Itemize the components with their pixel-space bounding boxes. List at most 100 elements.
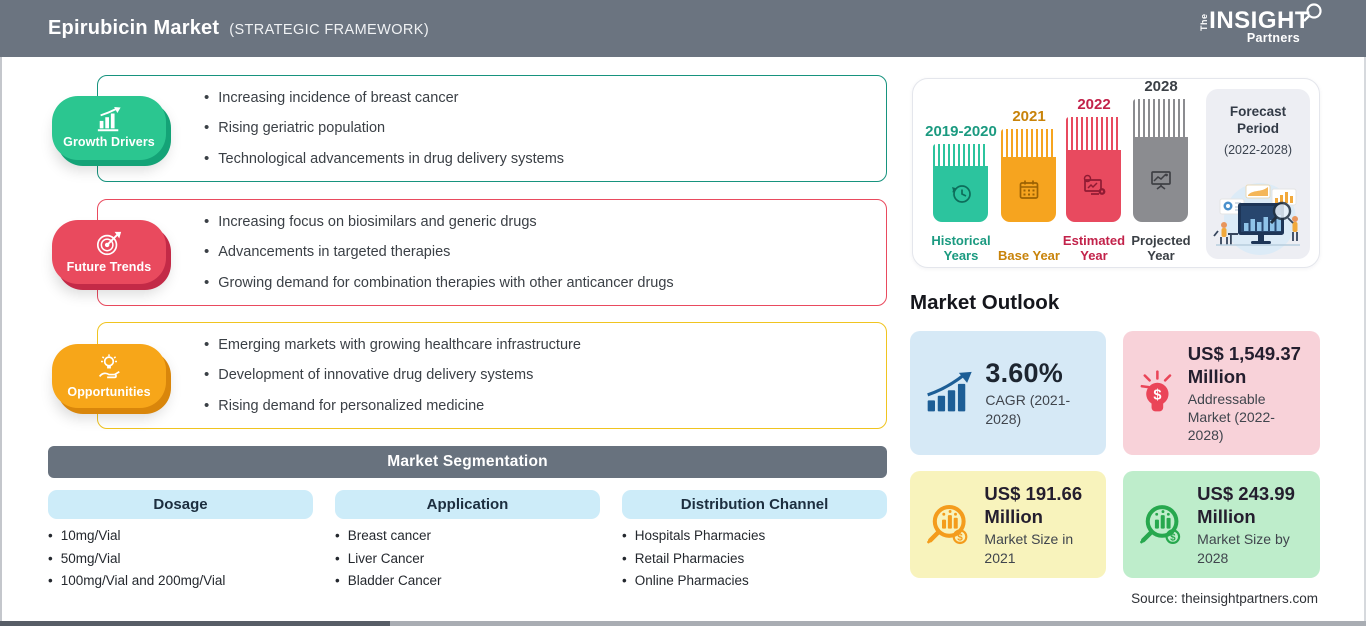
badge-label: Opportunities	[67, 385, 151, 399]
future-trends-badge: Future Trends	[52, 220, 166, 284]
page-subtitle: (STRATEGIC FRAMEWORK)	[229, 22, 430, 38]
badge-label: Growth Drivers	[63, 135, 155, 149]
monitor-gear-icon	[1083, 174, 1105, 195]
insight-partners-logo: The INSIGHT Partners	[1199, 3, 1322, 45]
card-text: US$ 243.99 Million Market Size by 2028	[1197, 482, 1310, 567]
forecast-period-range: (2022-2028)	[1223, 142, 1293, 157]
growth-drivers-box: Increasing incidence of breast cancer Ri…	[97, 75, 887, 182]
analytics-illustration	[1213, 183, 1300, 255]
svg-text:$: $	[1170, 532, 1176, 543]
list-item: 50mg/Vial	[48, 551, 313, 567]
market-size-2021-card: $ US$ 191.66 Million Market Size in 2021	[910, 471, 1106, 578]
timeline-year-label: 2021	[1012, 108, 1046, 125]
timeline-bar-historical: 2019-2020 Historical Years	[921, 79, 1001, 267]
segmentation-column-dosage: Dosage 10mg/Vial 50mg/Vial 100mg/Vial an…	[48, 490, 313, 590]
dollar-bulb-icon: $	[1140, 370, 1172, 412]
market-size-2028-value: US$ 243.99 Million	[1197, 483, 1295, 528]
future-trend-item: Increasing focus on biosimilars and gene…	[204, 213, 870, 231]
magnifier-chart-icon-orange: $	[927, 504, 968, 544]
list-item: 100mg/Vial and 200mg/Vial	[48, 573, 313, 589]
timeline-bar	[933, 144, 988, 222]
header-bar: Epirubicin Market (STRATEGIC FRAMEWORK) …	[0, 0, 1366, 57]
svg-text:$: $	[957, 532, 963, 543]
card-text: US$ 1,549.37 Million Addressable Market …	[1188, 342, 1310, 445]
list-item: Online Pharmacies	[622, 573, 887, 589]
market-size-2028-label: Market Size by 2028	[1197, 531, 1290, 566]
bar-body	[1001, 157, 1056, 222]
list-item: 10mg/Vial	[48, 528, 313, 544]
opportunities-box: Emerging markets with growing healthcare…	[97, 322, 887, 429]
timeline-bar-projected: 2028 Projected Year	[1121, 78, 1201, 267]
segmentation-column-application: Application Breast cancer Liver Cancer B…	[335, 490, 600, 590]
bar-body	[933, 166, 988, 222]
logo-insight-text: INSIGHT	[1209, 7, 1310, 34]
calendar-icon	[1019, 180, 1038, 199]
growth-driver-item: Increasing incidence of breast cancer	[204, 89, 870, 107]
column-items: Breast cancer Liver Cancer Bladder Cance…	[335, 528, 600, 590]
cagr-label: CAGR (2021-2028)	[985, 392, 1071, 427]
timeline-bar	[1133, 99, 1188, 222]
window-right-edge	[1364, 57, 1366, 621]
addressable-market-value: US$ 1,549.37 Million	[1187, 342, 1301, 387]
bar-body	[1066, 150, 1121, 222]
market-segmentation-bar: Market Segmentation	[48, 446, 887, 478]
clock-history-icon	[951, 185, 971, 203]
logo-row: The INSIGHT	[1199, 3, 1322, 34]
opportunity-item: Emerging markets with growing healthcare…	[204, 336, 870, 354]
market-segmentation-title: Market Segmentation	[387, 453, 548, 470]
growth-chart-icon	[97, 107, 121, 132]
cagr-value: 3.60%	[985, 358, 1063, 389]
cagr-growth-icon	[927, 371, 972, 412]
list-item: Bladder Cancer	[335, 573, 600, 589]
timeline-bar-estimated: 2022 Estimated Year	[1054, 79, 1134, 267]
column-header: Distribution Channel	[622, 490, 887, 519]
future-trend-item: Advancements in targeted therapies	[204, 243, 870, 261]
bottom-bar-light-segment	[390, 621, 1366, 626]
list-item: Breast cancer	[335, 528, 600, 544]
timeline-bar	[1001, 129, 1056, 222]
page-title: Epirubicin Market	[48, 17, 220, 39]
svg-text:$: $	[1153, 387, 1161, 403]
segmentation-column-distribution-channel: Distribution Channel Hospitals Pharmacie…	[622, 490, 887, 590]
market-size-2021-label: Market Size in 2021	[984, 531, 1074, 566]
bottom-bar-dark-segment	[0, 621, 390, 626]
future-trends-box: Increasing focus on biosimilars and gene…	[97, 199, 887, 306]
forecast-period-title: Forecast Period	[1229, 104, 1287, 136]
opportunities-badge: Opportunities	[52, 344, 166, 408]
growth-driver-item: Technological advancements in drug deliv…	[204, 150, 870, 168]
bar-stripes	[1001, 129, 1056, 157]
list-item: Hospitals Pharmacies	[622, 528, 887, 544]
opportunity-item: Rising demand for personalized medicine	[204, 397, 870, 415]
addressable-market-card: $ US$ 1,549.37 Million Addressable Marke…	[1123, 331, 1320, 455]
forecast-period-panel: Forecast Period (2022-2028)	[1206, 89, 1310, 259]
bar-body	[1133, 137, 1188, 222]
market-size-2028-card: $ US$ 243.99 Million Market Size by 2028	[1123, 471, 1320, 578]
card-text: US$ 191.66 Million Market Size in 2021	[984, 482, 1096, 567]
growth-driver-item: Rising geriatric population	[204, 119, 870, 137]
list-item: Retail Pharmacies	[622, 551, 887, 567]
bar-stripes	[1133, 99, 1188, 137]
timeline-bar-base: 2021 Base Year	[989, 79, 1069, 267]
header-title-group: Epirubicin Market (STRATEGIC FRAMEWORK)	[48, 0, 429, 57]
study-timeline-panel: 2019-2020 Historical Years 2021	[912, 78, 1320, 268]
column-items: Hospitals Pharmacies Retail Pharmacies O…	[622, 528, 887, 590]
magnifier-chart-icon-green: $	[1140, 504, 1181, 544]
future-trend-item: Growing demand for combination therapies…	[204, 274, 870, 292]
timeline-caption: Base Year	[998, 248, 1060, 264]
timeline-year-label: 2022	[1077, 96, 1111, 113]
timeline-caption: Projected Year	[1131, 233, 1191, 264]
badge-label: Future Trends	[66, 260, 152, 274]
bar-stripes	[933, 144, 988, 166]
column-header: Application	[335, 490, 600, 519]
timeline-year-label: 2019-2020	[925, 123, 997, 140]
hand-bulb-icon	[98, 354, 120, 379]
opportunity-item: Development of innovative drug delivery …	[204, 366, 870, 384]
presentation-board-icon	[1150, 170, 1171, 190]
market-size-2021-value: US$ 191.66 Million	[984, 483, 1083, 528]
market-outlook-title: Market Outlook	[910, 291, 1060, 314]
bar-stripes	[1066, 117, 1121, 150]
card-text: 3.60% CAGR (2021-2028)	[985, 358, 1096, 427]
source-attribution: Source: theinsightpartners.com	[1131, 591, 1318, 606]
logo-the-text: The	[1199, 13, 1210, 31]
